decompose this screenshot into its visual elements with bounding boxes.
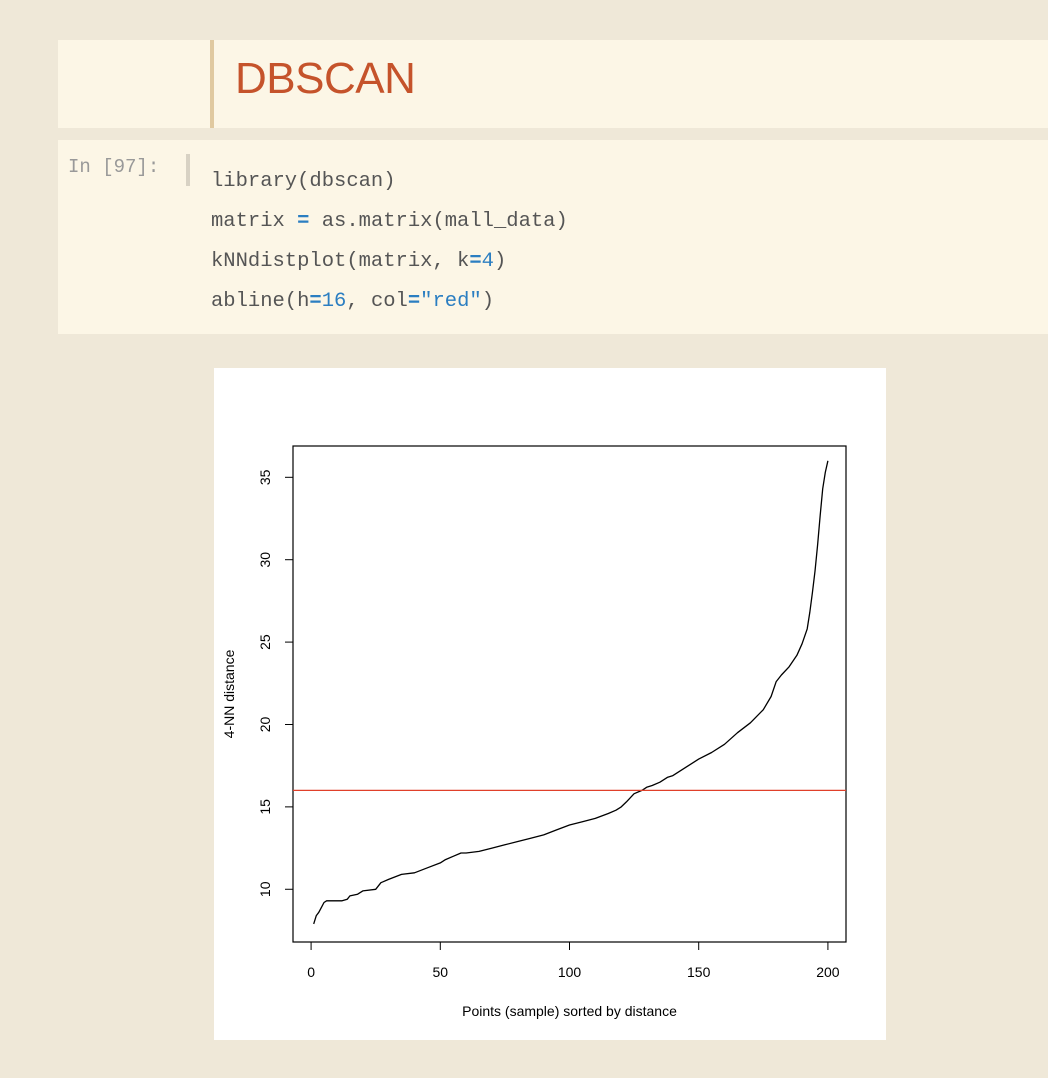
plot-frame xyxy=(292,445,847,943)
code-token: ) xyxy=(493,250,507,273)
code-token: matrix xyxy=(211,210,298,233)
code-token: = xyxy=(297,210,310,233)
prompt-border xyxy=(186,154,190,186)
x-tick-label: 150 xyxy=(687,964,711,980)
x-tick-label: 50 xyxy=(433,964,449,980)
code-token: abline(h xyxy=(211,290,310,313)
code-token: 16 xyxy=(321,290,347,313)
x-tick-label: 200 xyxy=(816,964,840,980)
code-token: "red" xyxy=(420,290,482,313)
code-line: matrix = as.matrix(mall_data) xyxy=(211,202,568,242)
y-tick-label: 25 xyxy=(257,634,273,650)
code-line: library(dbscan) xyxy=(211,162,568,202)
y-tick-label: 15 xyxy=(257,799,273,815)
knn-distance-line xyxy=(313,460,829,925)
markdown-heading: DBSCAN xyxy=(235,54,416,103)
code-token: = xyxy=(469,250,482,273)
knn-dist-plot: 0 50 100 150 200 10 15 20 25 30 35 Points (sample) … xyxy=(221,445,847,1019)
y-tick-label: 30 xyxy=(257,552,273,568)
markdown-cell[interactable]: DBSCAN xyxy=(58,40,1048,128)
x-axis-label: Points (sample) sorted by distance xyxy=(462,1003,677,1019)
y-tick-label: 20 xyxy=(257,716,273,732)
code-line: kNNdistplot(matrix, k=4) xyxy=(211,242,568,282)
code-cell[interactable]: In [97]: library(dbscan) matrix = as.matr… xyxy=(58,140,1048,334)
code-token: as.matrix(mall_data) xyxy=(309,210,568,233)
code-token: = xyxy=(309,290,322,313)
code-token: kNNdistplot(matrix, k xyxy=(211,250,470,273)
code-token: , col xyxy=(346,290,408,313)
cell-prompt: In [97]: xyxy=(68,156,160,178)
code-token: library(dbscan) xyxy=(211,170,396,193)
x-tick-label: 100 xyxy=(558,964,582,980)
y-tick-label: 35 xyxy=(257,469,273,485)
markdown-cell-border xyxy=(210,40,214,128)
code-token: = xyxy=(407,290,421,313)
code-editor[interactable]: library(dbscan) matrix = as.matrix(mall_d… xyxy=(211,162,568,322)
cell-output: 0 50 100 150 200 10 15 20 25 30 35 Points (sample) … xyxy=(214,368,886,1040)
x-tick-label: 0 xyxy=(307,964,315,980)
code-line: abline(h=16, col="red") xyxy=(211,282,568,322)
y-axis-label: 4-NN distance xyxy=(221,649,237,738)
code-token: ) xyxy=(481,290,494,313)
y-tick-label: 10 xyxy=(257,881,273,897)
code-token: 4 xyxy=(481,250,494,273)
